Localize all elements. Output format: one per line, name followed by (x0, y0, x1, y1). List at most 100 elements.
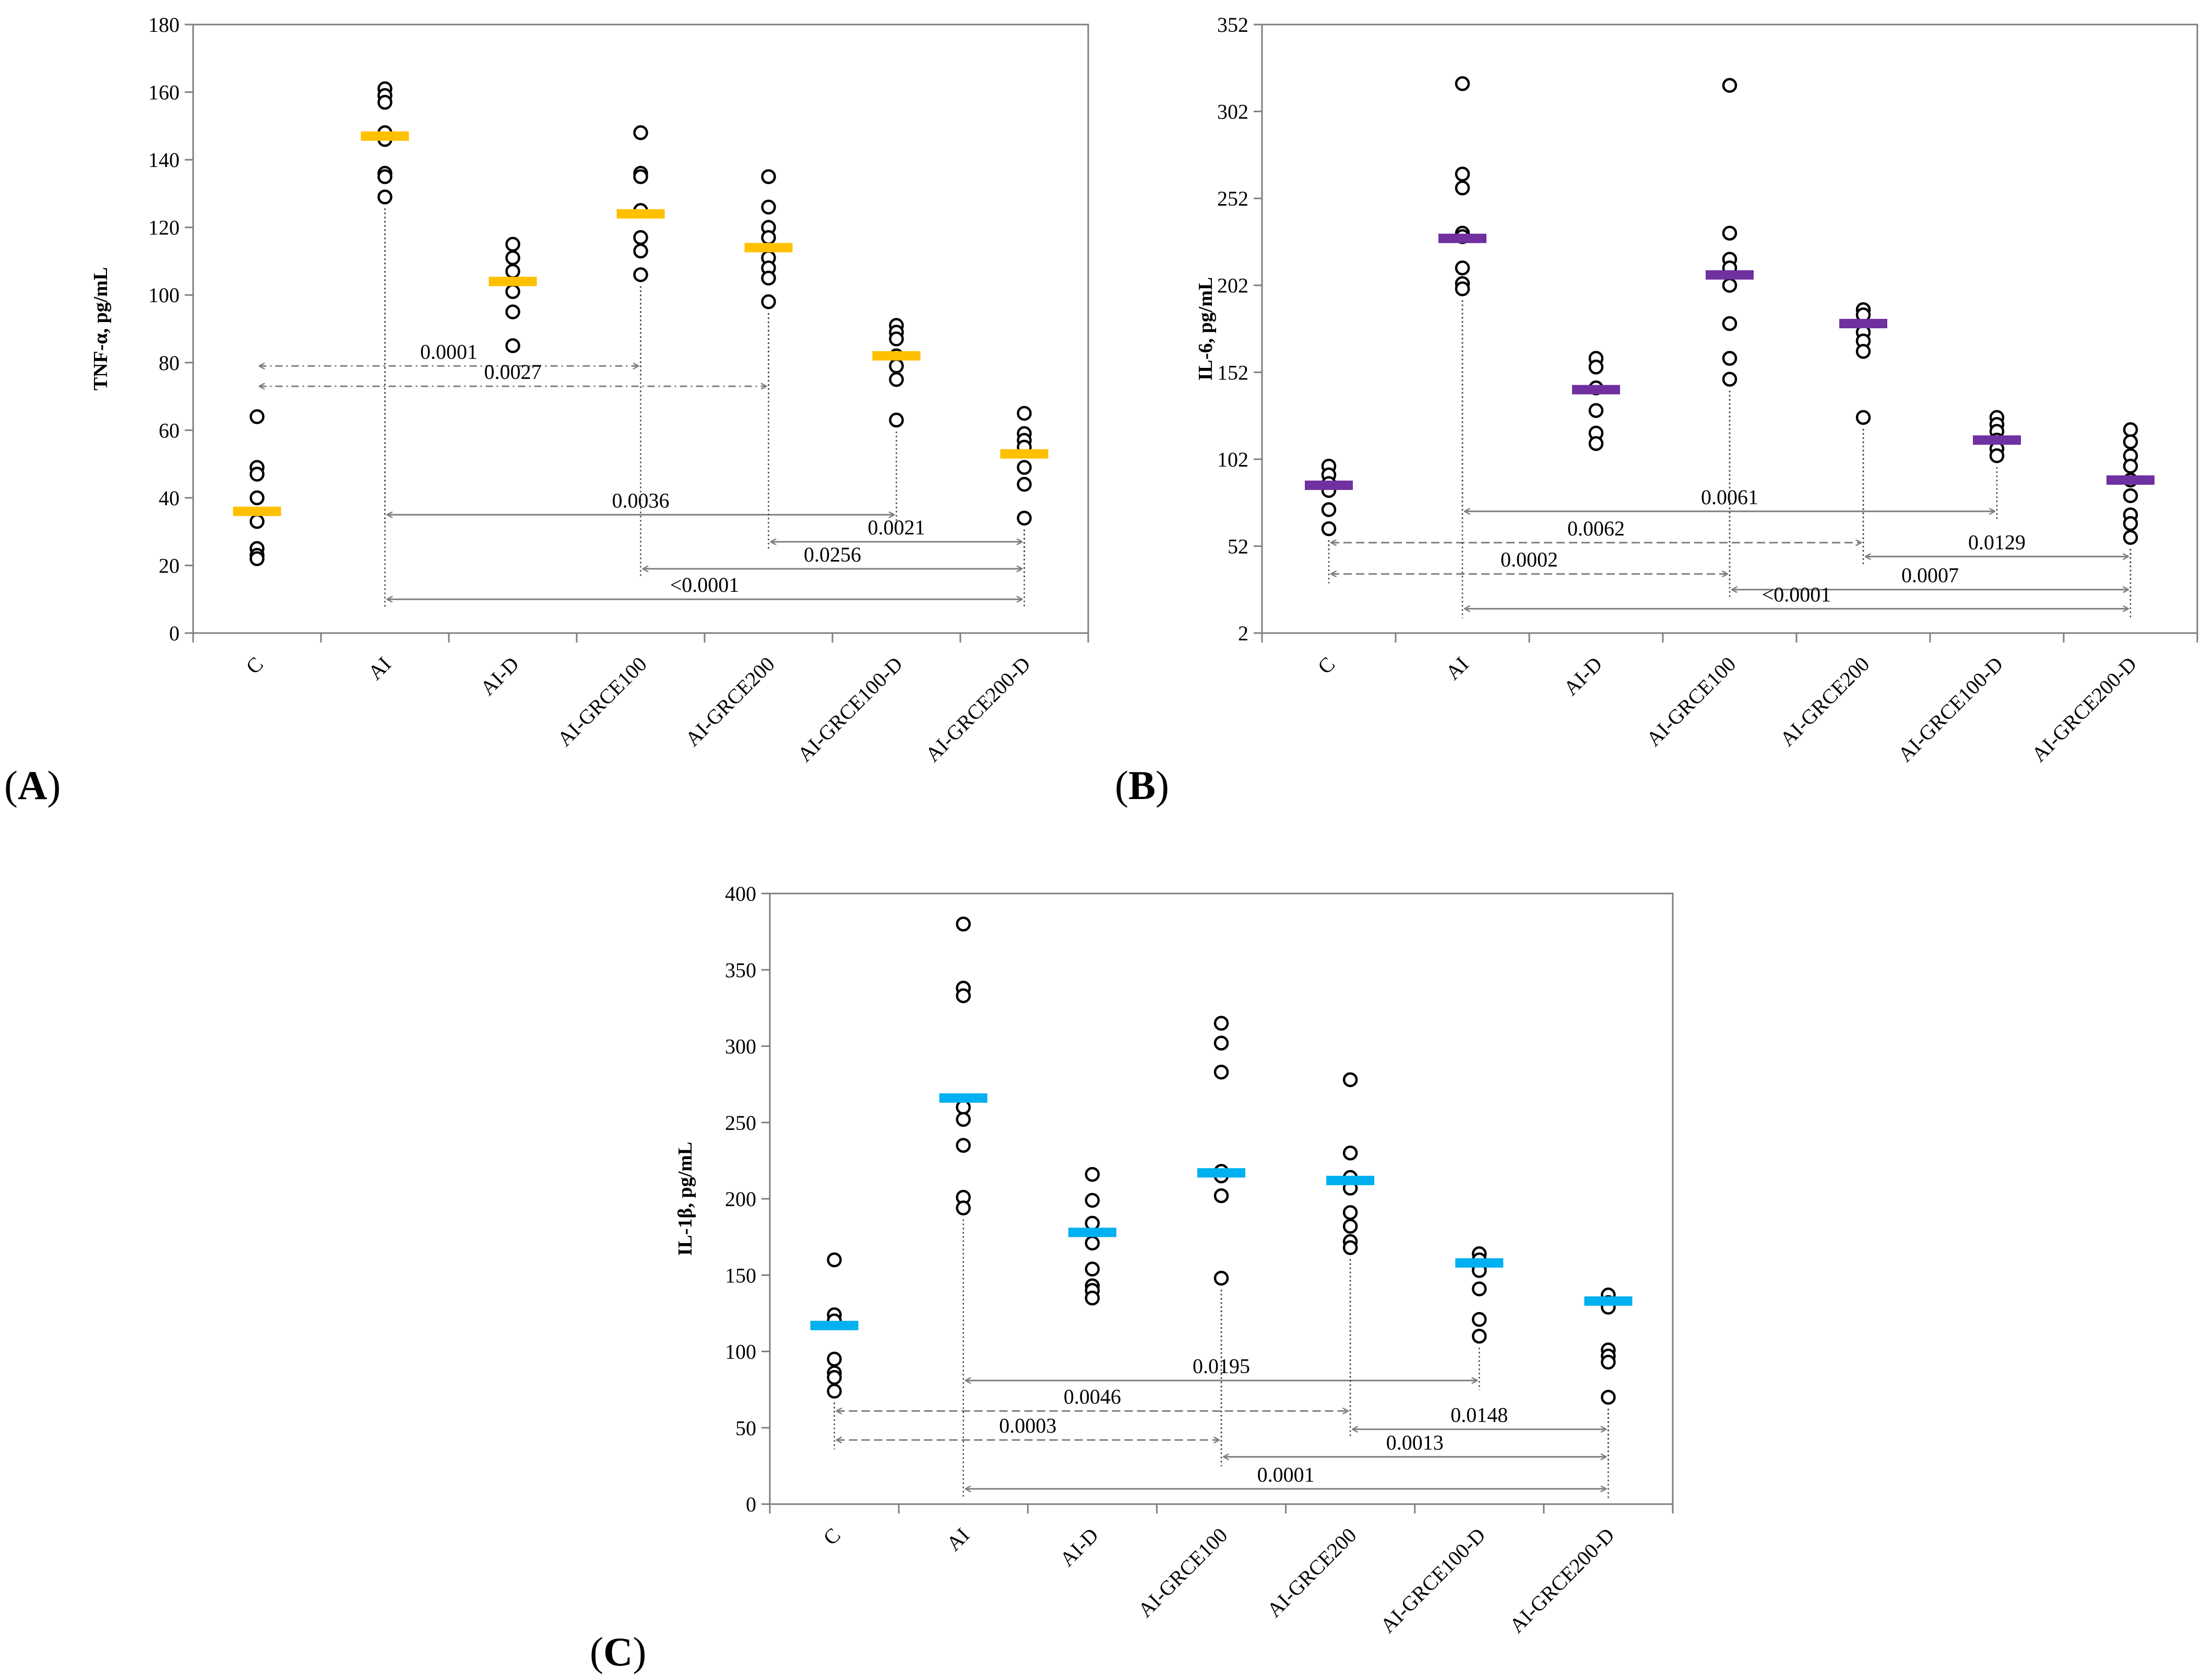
pa-x-tick-label: AI-D (475, 652, 523, 700)
chart-panel-a: 0 20 40 60 80 100 120 140 160 180 C AI AI-D AI-GRCE10… (90, 13, 1089, 767)
pc-y-axis-title: IL-1β, pg/mL (674, 1142, 696, 1256)
pb-data-point (1321, 521, 1337, 537)
pb-y-tick-label: 52 (1228, 534, 1248, 558)
pa-data-point (761, 169, 776, 184)
pb-p-value-label: 0.0007 (1901, 564, 1959, 587)
pa-data-point (249, 490, 265, 506)
pb-data-point (1588, 403, 1604, 418)
pa-y-tick-label: 140 (148, 148, 180, 172)
pc-data-point (1472, 1281, 1487, 1296)
pa-data-point (633, 125, 648, 140)
pa-data-point (761, 294, 776, 309)
pc-mean-bar (1197, 1168, 1245, 1178)
pc-p-value-label: 0.0148 (1450, 1403, 1508, 1427)
pa-data-point (505, 250, 520, 266)
pa-x-tick-label: AI-GRCE200 (681, 652, 779, 751)
pb-data-point (1455, 180, 1470, 196)
pb-data-point (1855, 344, 1871, 359)
pc-p-value-label: 0.0013 (1386, 1431, 1444, 1454)
pb-x-tick-label: AI-GRCE200-D (2027, 652, 2141, 767)
pa-x-tick-label: AI-GRCE100 (553, 652, 651, 751)
pb-x-tick-label: C (1313, 652, 1340, 679)
panel-label-c: (C) (590, 1629, 647, 1674)
pc-data-point (956, 1200, 971, 1216)
pb-mean-bar (1706, 270, 1754, 280)
pb-data-point (2123, 458, 2138, 474)
pc-data-point (1213, 1188, 1229, 1204)
pc-mean-bar (1068, 1228, 1116, 1237)
pc-p-value-label: 0.0001 (1257, 1463, 1315, 1486)
pb-data-point (2123, 530, 2138, 545)
pc-x-tick-label: AI-GRCE100 (1133, 1523, 1232, 1622)
pa-x-tick-label: C (241, 652, 268, 679)
pb-data-point (1455, 76, 1470, 91)
pc-y-tick-label: 300 (725, 1035, 756, 1058)
panel-label-b: (B) (1115, 762, 1169, 808)
pa-x-tick-label: AI-GRCE100-D (793, 652, 907, 767)
pc-y-tick-label: 100 (725, 1340, 756, 1364)
pb-data-point (1989, 448, 2005, 463)
pb-mean-bar (1438, 233, 1486, 243)
pb-x-tick-label: AI (1441, 652, 1473, 685)
pc-data-point (1085, 1290, 1100, 1306)
pa-data-point (761, 270, 776, 286)
pb-y-tick-label: 102 (1217, 448, 1248, 471)
pc-mean-bar (1326, 1175, 1375, 1185)
pa-x-tick-label: AI-GRCE200-D (921, 652, 1035, 767)
pa-mean-bar (1000, 449, 1049, 459)
pa-data-point (761, 199, 776, 215)
pb-data-point (1455, 260, 1470, 276)
pc-mean-bar (1584, 1296, 1633, 1306)
pb-data-point (1588, 436, 1604, 451)
pc-p-value-label: 0.0003 (999, 1414, 1056, 1437)
pa-y-axis-title: TNF-α, pg/mL (90, 267, 112, 391)
pb-data-point (1455, 281, 1470, 296)
pb-mean-bar (2106, 475, 2155, 485)
pb-data-point (2123, 516, 2138, 531)
pc-x-tick-label: AI-GRCE100-D (1376, 1523, 1490, 1638)
pc-data-point (827, 1369, 842, 1385)
pb-data-point (1722, 372, 1737, 387)
pa-data-point (249, 551, 265, 566)
pc-data-point (1342, 1146, 1358, 1161)
pa-data-point (505, 264, 520, 279)
pc-p-value-label: 0.0046 (1064, 1385, 1121, 1409)
pb-data-point (1722, 278, 1737, 293)
pc-y-tick-label: 0 (746, 1493, 756, 1516)
pa-y-tick-label: 20 (159, 554, 180, 577)
pb-data-point (2123, 434, 2138, 449)
pc-data-point (1213, 1270, 1229, 1286)
pb-mean-bar (1973, 435, 2021, 445)
pb-plot-frame (1261, 23, 2198, 634)
pb-data-point (1722, 225, 1737, 241)
pb-p-value-label: 0.0062 (1567, 517, 1625, 540)
pb-y-tick-label: 302 (1217, 100, 1248, 124)
pa-data-point (1017, 406, 1032, 421)
pa-data-point (633, 230, 648, 245)
pa-data-point (377, 169, 392, 184)
pc-data-point (956, 988, 971, 1004)
pa-mean-bar (489, 277, 537, 287)
pa-y-tick-label: 0 (169, 622, 180, 645)
pa-data-point (633, 169, 648, 184)
pc-data-point (956, 916, 971, 932)
pb-p-value-label: <0.0001 (1762, 582, 1831, 606)
pc-data-point (827, 1351, 842, 1367)
pa-mean-bar (361, 131, 409, 141)
pc-y-tick-label: 50 (735, 1416, 756, 1440)
pb-mean-bar (1305, 480, 1353, 490)
pc-data-point (827, 1252, 842, 1268)
pc-x-tick-label: AI-D (1055, 1523, 1103, 1571)
pb-y-tick-label: 2 (1238, 622, 1248, 645)
pb-data-point (1855, 410, 1871, 425)
pc-data-point (1342, 1240, 1358, 1255)
pa-plot-frame (192, 23, 1089, 634)
pc-data-point (1213, 1064, 1229, 1080)
panel-letter-b: B (1128, 762, 1156, 808)
pa-mean-bar (744, 243, 793, 253)
pc-data-point (1342, 1072, 1358, 1088)
pc-y-tick-label: 250 (725, 1111, 756, 1135)
pa-y-tick-label: 180 (148, 13, 180, 37)
pa-data-point (889, 412, 904, 428)
pb-data-point (1722, 351, 1737, 366)
